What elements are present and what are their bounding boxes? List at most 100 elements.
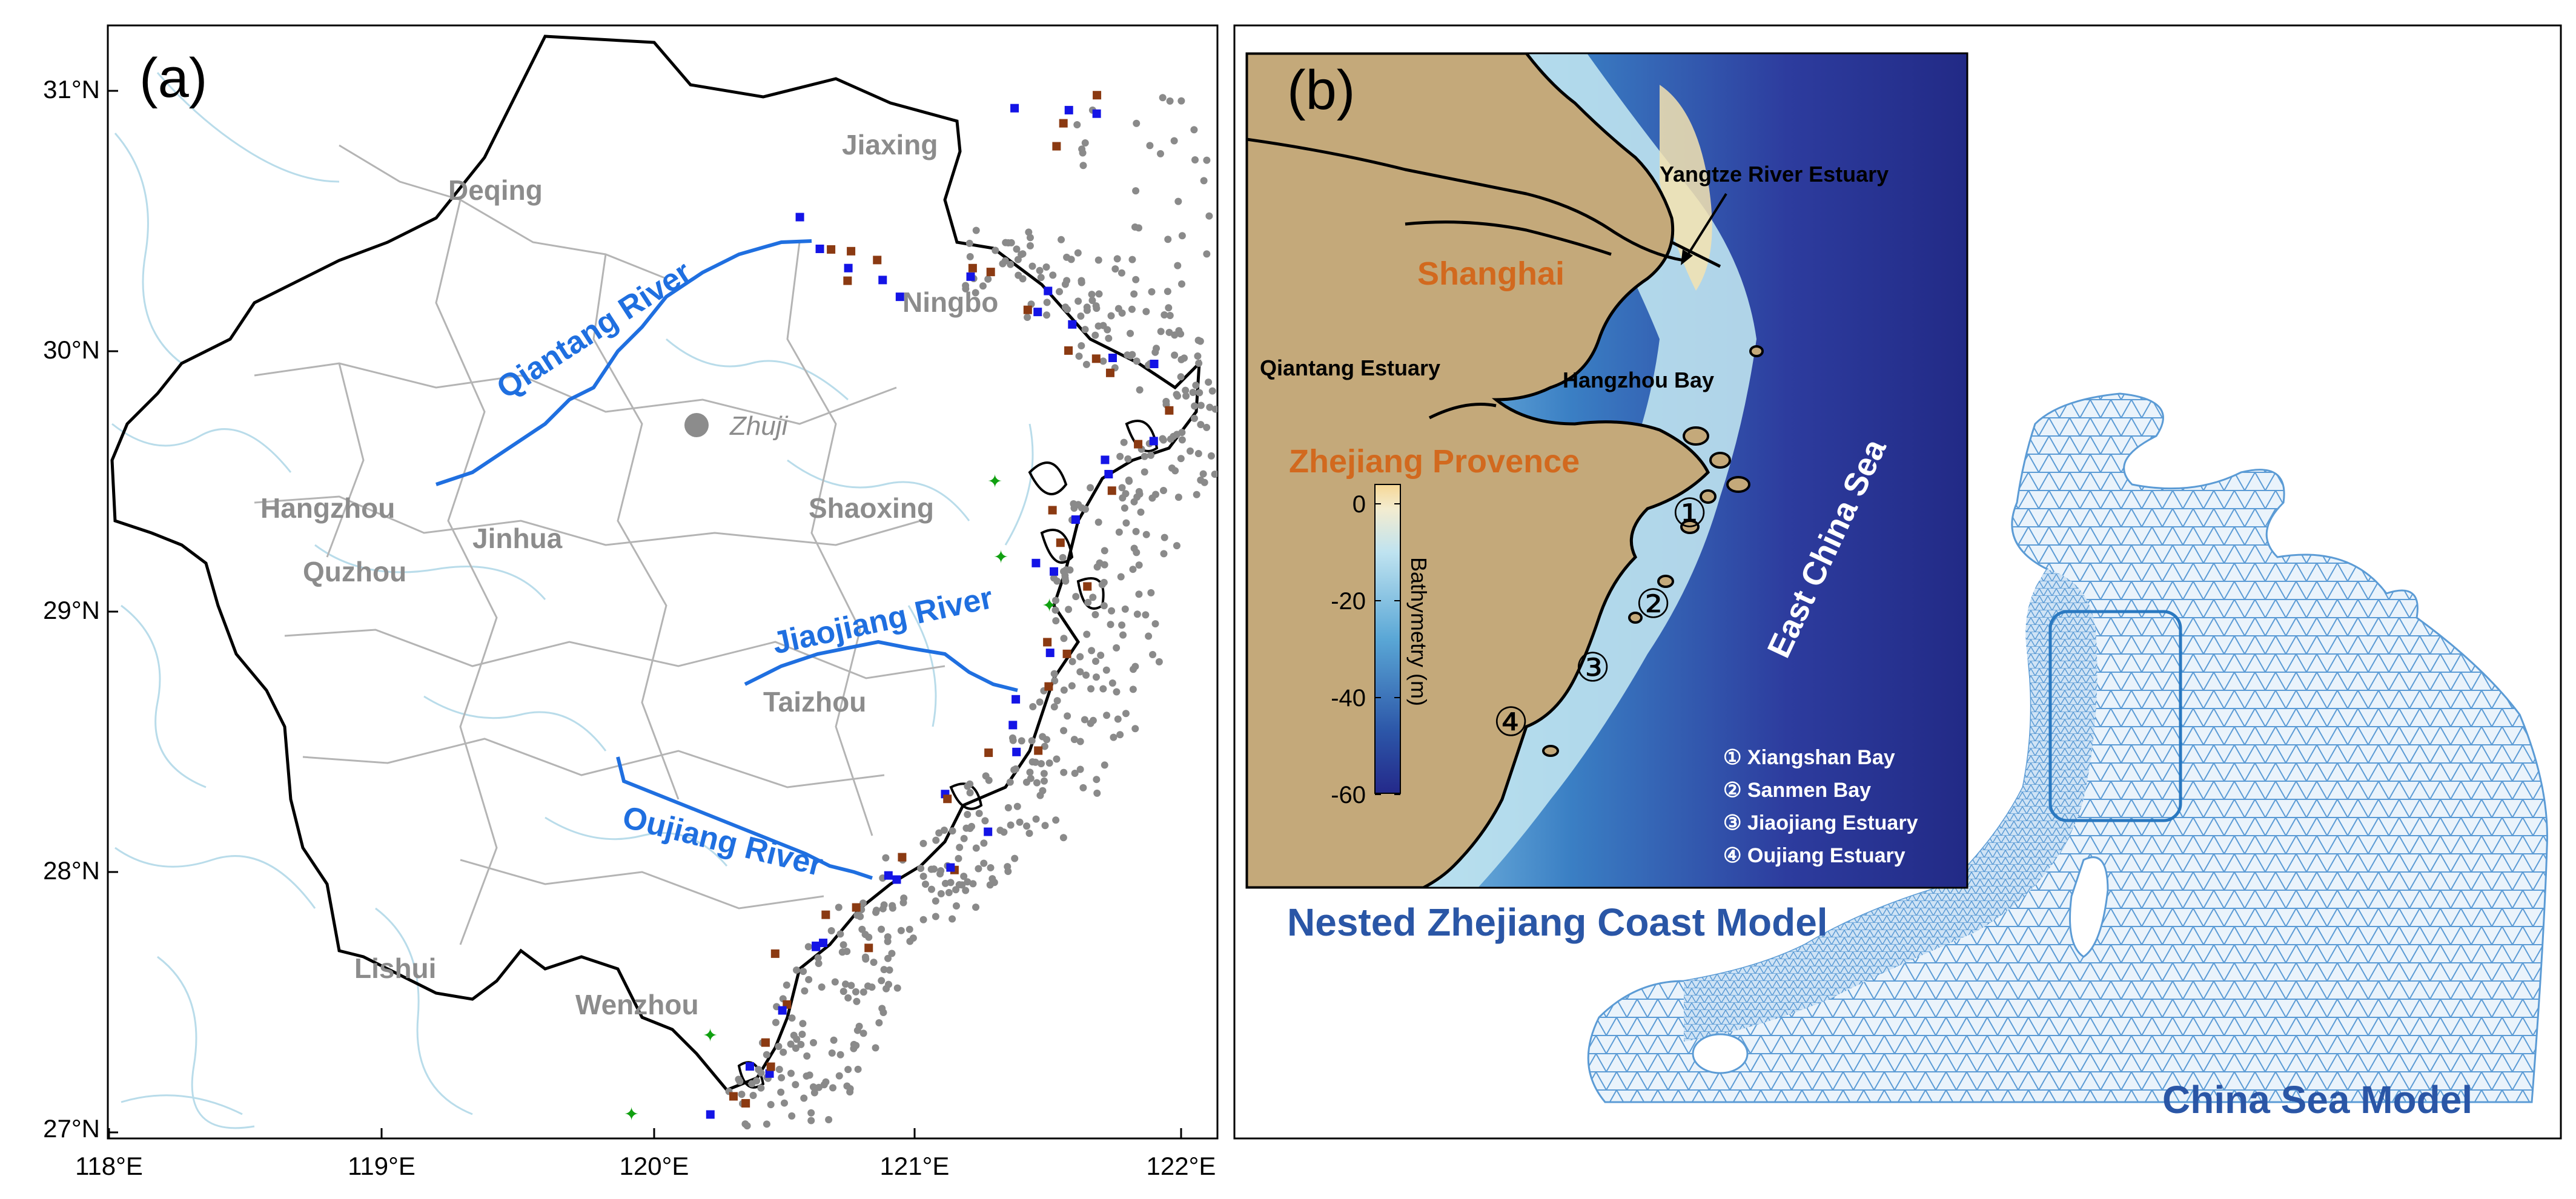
offshore-point — [1024, 313, 1031, 321]
offshore-point — [1076, 738, 1084, 745]
offshore-point — [835, 1072, 843, 1080]
offshore-point — [1065, 606, 1073, 613]
offshore-point — [1219, 374, 1227, 382]
offshore-point — [780, 1099, 788, 1107]
offshore-point — [805, 976, 813, 983]
offshore-point — [932, 897, 939, 905]
offshore-point — [859, 1029, 867, 1037]
offshore-point — [932, 913, 939, 920]
offshore-point — [1091, 610, 1099, 618]
offshore-point — [1200, 177, 1208, 185]
station-red — [770, 949, 780, 958]
offshore-point — [919, 873, 927, 880]
offshore-point — [889, 902, 896, 910]
station-red — [741, 1098, 750, 1108]
offshore-point — [1182, 392, 1190, 400]
offshore-point — [1177, 355, 1185, 363]
offshore-point — [1011, 854, 1019, 862]
offshore-point — [1165, 328, 1173, 336]
offshore-point — [962, 887, 970, 894]
station-red — [1064, 346, 1073, 355]
offshore-point — [859, 988, 867, 996]
offshore-point — [853, 1026, 861, 1034]
offshore-point — [1052, 816, 1060, 824]
lon-tick-120: 120°E — [620, 1152, 689, 1180]
offshore-point — [1078, 342, 1085, 350]
zhejiang-label: Zhejiang Provence — [1289, 443, 1580, 480]
offshore-point — [1159, 94, 1167, 102]
offshore-point — [1122, 519, 1130, 527]
colorbar-ticks — [1375, 503, 1400, 795]
offshore-point — [815, 960, 823, 968]
lat-axis: 31°N 30°N 29°N 28°N 27°N — [43, 75, 100, 1143]
offshore-point — [1042, 263, 1050, 271]
major-rivers — [435, 239, 1018, 880]
offshore-point — [1177, 97, 1185, 105]
lat-tick-27: 27°N — [43, 1114, 100, 1143]
station-blue — [892, 875, 901, 884]
offshore-point — [1133, 357, 1141, 365]
offshore-point — [952, 886, 960, 894]
offshore-point — [1206, 403, 1214, 411]
offshore-point — [1004, 863, 1012, 871]
offshore-point — [906, 937, 914, 945]
offshore-point — [872, 907, 880, 914]
offshore-point — [772, 1019, 780, 1026]
offshore-point — [1121, 504, 1128, 512]
offshore-point — [815, 1083, 823, 1091]
offshore-point — [738, 1091, 746, 1098]
offshore-point — [1064, 305, 1071, 313]
offshore-point — [1142, 611, 1150, 619]
offshore-point — [844, 994, 852, 1002]
offshore-point — [1194, 352, 1202, 360]
station-blue — [1108, 354, 1117, 363]
offshore-point — [1100, 602, 1108, 610]
lat-tick-28: 28°N — [43, 856, 100, 885]
offshore-point — [884, 933, 892, 941]
offshore-point — [1168, 464, 1176, 472]
offshore-point — [1053, 755, 1061, 763]
offshore-point — [1081, 505, 1089, 513]
offshore-point — [1026, 234, 1034, 242]
station-red — [827, 245, 836, 254]
offshore-point — [820, 1081, 828, 1089]
offshore-point — [804, 943, 812, 951]
offshore-point — [1203, 156, 1211, 164]
offshore-point — [1079, 149, 1087, 157]
offshore-point — [1027, 775, 1035, 782]
offshore-point — [814, 954, 822, 962]
offshore-point — [792, 1081, 800, 1089]
offshore-point — [736, 1077, 744, 1085]
offshore-point — [1029, 703, 1037, 711]
station-blue — [884, 871, 893, 880]
station-red — [1052, 142, 1061, 151]
offshore-point — [1196, 337, 1204, 345]
offshore-point — [1135, 590, 1143, 598]
offshore-point — [1008, 734, 1016, 742]
station-red — [766, 1062, 775, 1071]
offshore-point — [1115, 528, 1123, 536]
offshore-point — [749, 1092, 757, 1100]
offshore-point — [1028, 262, 1036, 270]
offshore-point — [1141, 468, 1148, 476]
offshore-point — [878, 977, 886, 985]
offshore-point — [919, 916, 927, 923]
offshore-point — [1036, 791, 1044, 799]
coastal-islands — [737, 420, 1159, 1089]
offshore-point — [1107, 621, 1114, 629]
station-red — [1083, 582, 1092, 591]
offshore-point — [1082, 360, 1090, 368]
offshore-point — [1023, 822, 1031, 830]
offshore-point — [1208, 387, 1216, 395]
offshore-point — [1071, 770, 1079, 778]
station-blue — [984, 827, 993, 836]
offshore-point — [1136, 386, 1144, 394]
station-red — [852, 903, 861, 912]
offshore-point — [830, 1036, 838, 1044]
offshore-point — [810, 1089, 818, 1097]
offshore-point — [1133, 493, 1141, 501]
offshore-point — [1076, 668, 1084, 676]
station-blue — [1012, 695, 1021, 704]
offshore-point — [800, 968, 807, 976]
